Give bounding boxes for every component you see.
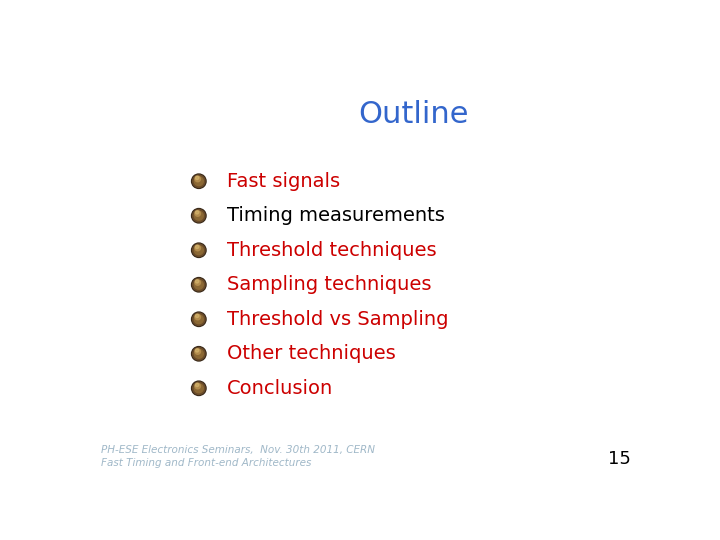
Ellipse shape [194,280,203,289]
Text: Sampling techniques: Sampling techniques [227,275,431,294]
Ellipse shape [193,382,205,394]
Ellipse shape [195,349,200,354]
Ellipse shape [193,348,205,360]
Text: Threshold vs Sampling: Threshold vs Sampling [227,310,449,329]
Ellipse shape [195,280,200,285]
Ellipse shape [195,349,199,352]
Ellipse shape [195,280,199,283]
Ellipse shape [194,246,203,255]
Ellipse shape [194,211,203,220]
Ellipse shape [193,175,205,187]
Ellipse shape [195,314,199,318]
Ellipse shape [195,211,199,214]
Text: Conclusion: Conclusion [227,379,333,398]
Ellipse shape [195,176,200,182]
Ellipse shape [194,177,203,186]
Ellipse shape [193,279,205,291]
Ellipse shape [192,312,206,327]
Text: PH-ESE Electronics Seminars,  Nov. 30th 2011, CERN
Fast Timing and Front-end Arc: PH-ESE Electronics Seminars, Nov. 30th 2… [101,445,375,468]
Ellipse shape [194,349,203,358]
Ellipse shape [192,381,206,395]
Ellipse shape [193,244,205,256]
Ellipse shape [194,315,203,323]
Text: 15: 15 [608,450,631,468]
Ellipse shape [192,347,206,361]
Text: Timing measurements: Timing measurements [227,206,444,225]
Ellipse shape [195,383,199,387]
Ellipse shape [193,313,205,326]
Text: Threshold techniques: Threshold techniques [227,241,436,260]
Ellipse shape [195,245,199,248]
Ellipse shape [195,211,200,217]
Text: Fast signals: Fast signals [227,172,340,191]
Ellipse shape [195,176,199,180]
Ellipse shape [192,243,206,258]
Ellipse shape [192,208,206,223]
Ellipse shape [193,210,205,222]
Ellipse shape [192,174,206,188]
Text: Other techniques: Other techniques [227,345,395,363]
Ellipse shape [195,245,200,251]
Ellipse shape [195,383,200,389]
Ellipse shape [195,314,200,320]
Ellipse shape [192,278,206,292]
Text: Outline: Outline [359,100,469,129]
Ellipse shape [194,384,203,393]
